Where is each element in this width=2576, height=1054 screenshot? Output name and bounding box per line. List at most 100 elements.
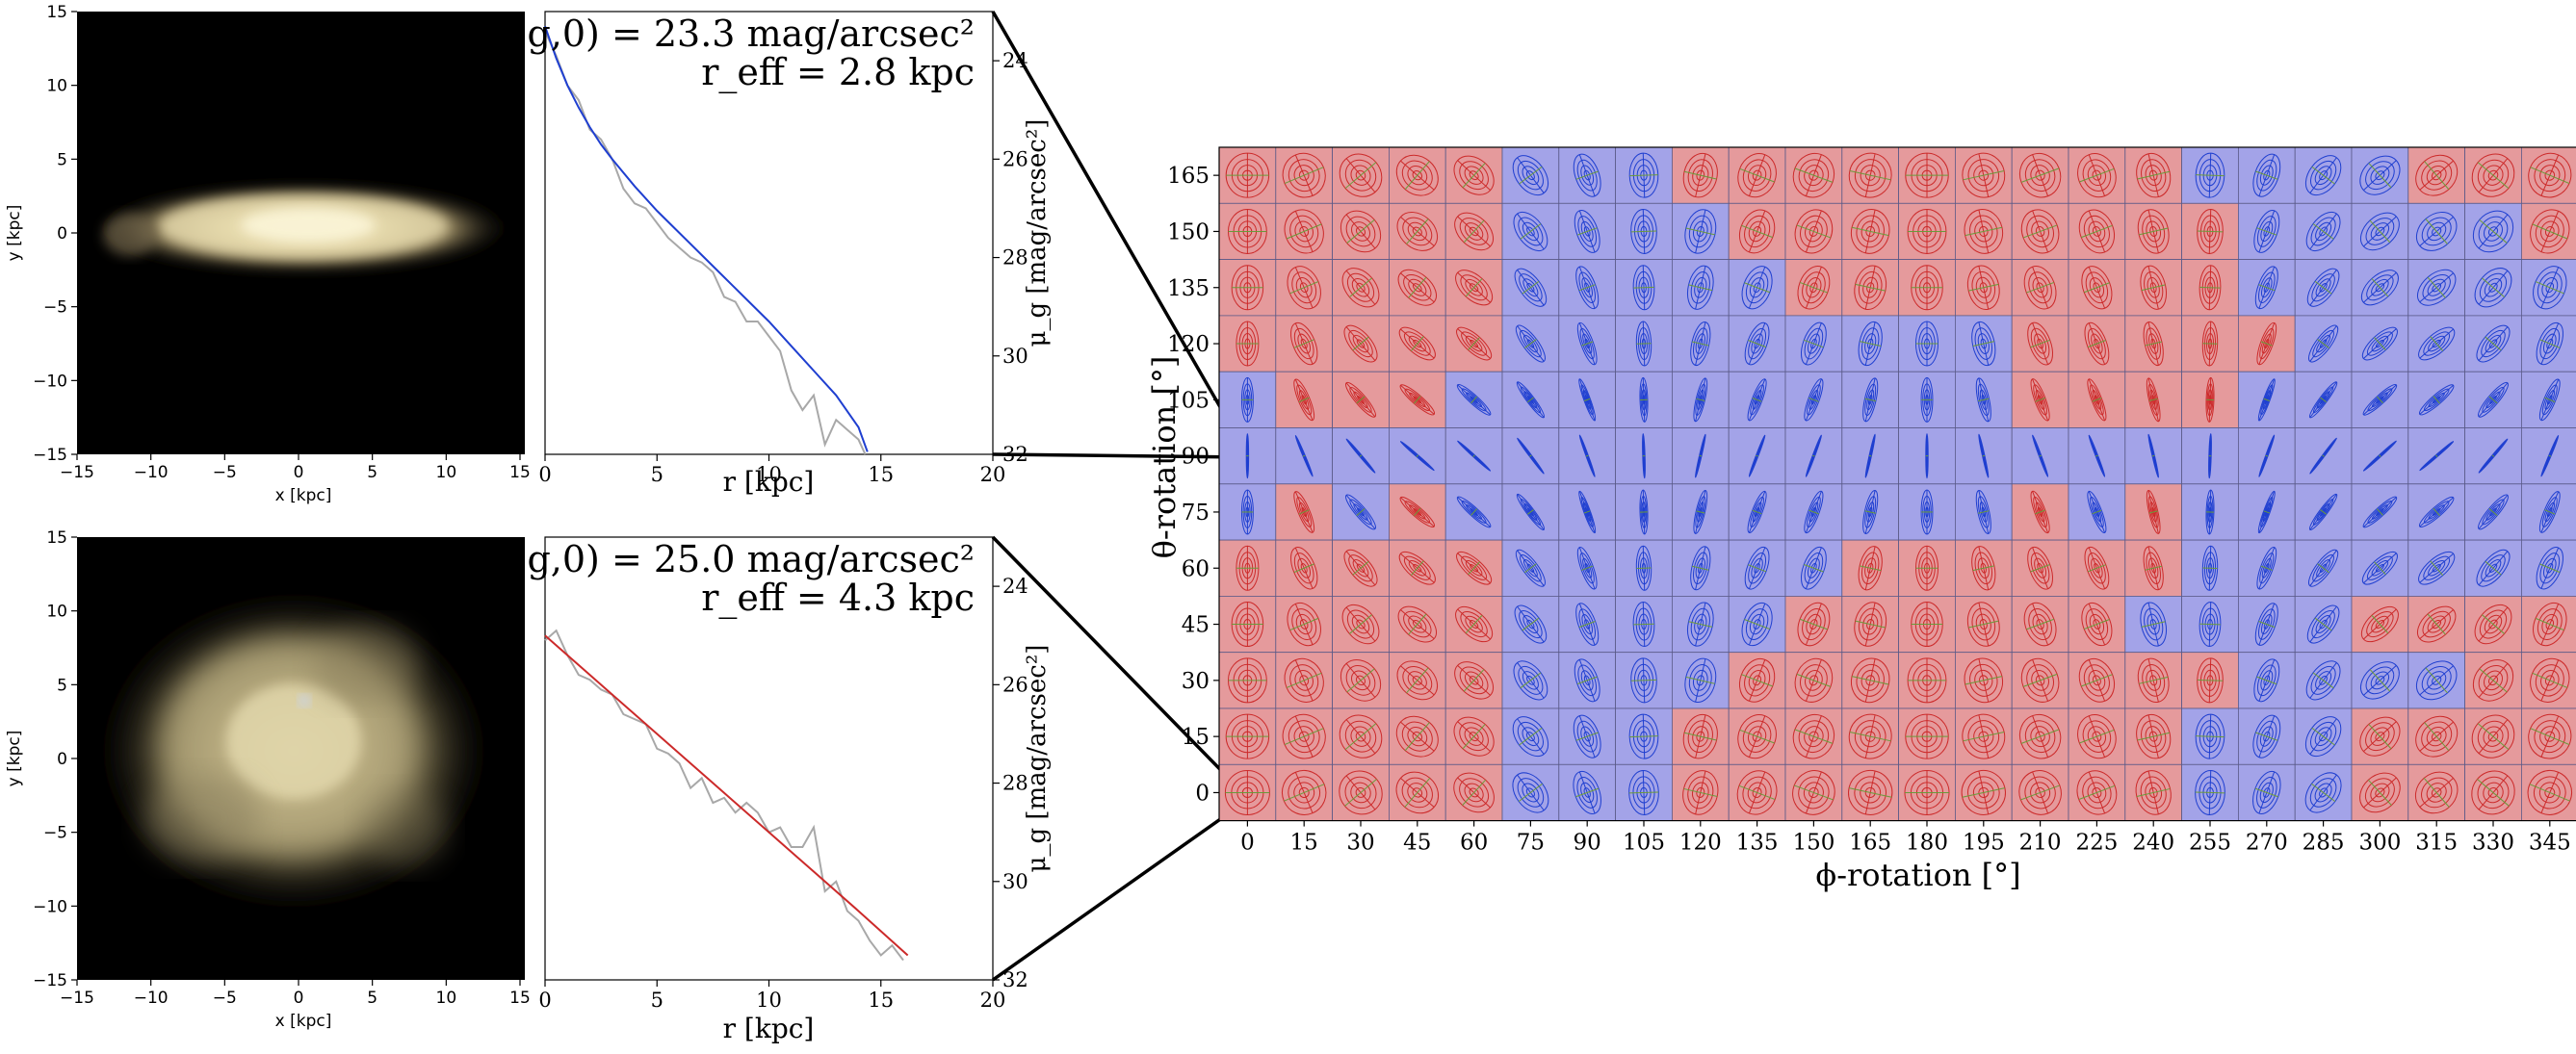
galaxy-bottom-xtick-label: −5 bbox=[213, 989, 237, 1008]
grid-cell bbox=[1955, 540, 2012, 596]
grid-cell bbox=[2012, 372, 2069, 427]
grid-cell bbox=[1331, 145, 1391, 205]
grid-cell bbox=[2182, 764, 2239, 820]
grid-xtick-label: 60 bbox=[1460, 831, 1488, 856]
grid-cell bbox=[2125, 316, 2182, 372]
grid-ytick-label: 90 bbox=[1182, 445, 1210, 470]
grid-cell bbox=[1219, 372, 1276, 427]
grid-cell bbox=[1672, 484, 1729, 540]
galaxy-top-xtick-label: −5 bbox=[213, 463, 237, 482]
grid-cell bbox=[2352, 484, 2408, 540]
profile-top-xtick-label: 5 bbox=[651, 463, 664, 486]
grid-cell bbox=[1785, 540, 1842, 596]
galaxy-bottom-ytick-label: −10 bbox=[33, 897, 67, 916]
grid-cell bbox=[1616, 653, 1673, 708]
grid-cell-minor-axis bbox=[1869, 455, 1871, 456]
grid-ytick-label: 75 bbox=[1182, 501, 1210, 526]
grid-cell bbox=[1559, 203, 1616, 259]
grid-cell-minor-axis bbox=[1633, 624, 1654, 625]
grid-cell bbox=[1616, 316, 1673, 372]
grid-cell bbox=[1616, 708, 1673, 764]
grid-cell bbox=[1389, 260, 1445, 316]
grid-ytick-label: 30 bbox=[1182, 669, 1210, 694]
grid-cell bbox=[1445, 372, 1502, 427]
grid-cell bbox=[2408, 372, 2465, 427]
grid-cell bbox=[2182, 428, 2239, 484]
grid-cell bbox=[1616, 596, 1673, 652]
grid-xtick-label: 165 bbox=[1849, 831, 1891, 856]
grid-cell bbox=[1445, 653, 1502, 708]
grid-cell bbox=[1955, 316, 2012, 372]
galaxy-top-xtick-label: −15 bbox=[60, 463, 94, 482]
grid-cell bbox=[1219, 596, 1276, 652]
grid-cell bbox=[1672, 147, 1729, 203]
grid-cell bbox=[1219, 708, 1276, 764]
grid-cell bbox=[2182, 260, 2239, 316]
grid-cell bbox=[1955, 596, 2012, 652]
grid-ytick-label: 15 bbox=[1182, 725, 1210, 750]
grid-cell bbox=[1502, 260, 1559, 316]
grid-cell bbox=[2238, 372, 2295, 427]
grid-cell bbox=[1785, 708, 1842, 764]
grid-cell bbox=[1842, 764, 1899, 820]
grid-cell bbox=[2069, 428, 2125, 484]
grid-cell bbox=[2352, 428, 2408, 484]
grid-cell bbox=[1955, 764, 2012, 820]
grid-cell bbox=[1333, 540, 1390, 596]
profile-bottom-xlabel: r [kpc] bbox=[723, 1013, 815, 1044]
grid-cell bbox=[1331, 707, 1391, 766]
grid-cell bbox=[2295, 484, 2352, 540]
grid-cell bbox=[1785, 372, 1842, 427]
grid-cell bbox=[2012, 428, 2069, 484]
grid-cell bbox=[1445, 484, 1502, 540]
grid-cell-minor-axis bbox=[2199, 624, 2221, 625]
grid-cell bbox=[1842, 540, 1899, 596]
grid-xtick-label: 195 bbox=[1963, 831, 2005, 856]
grid-cell bbox=[1616, 428, 1673, 484]
grid-cell bbox=[1785, 147, 1842, 203]
grid-cell bbox=[2238, 316, 2295, 372]
grid-cell bbox=[1559, 147, 1616, 203]
galaxy-bottom-xtick-label: −15 bbox=[60, 989, 94, 1008]
grid-cell bbox=[1729, 708, 1785, 764]
grid-cell bbox=[1559, 372, 1616, 427]
grid-cell bbox=[2238, 203, 2295, 259]
grid-cell bbox=[2182, 708, 2239, 764]
grid-cell bbox=[1672, 428, 1729, 484]
grid-cell bbox=[1333, 203, 1390, 260]
profile-bottom-xtick-label: 10 bbox=[756, 989, 782, 1012]
grid-cell bbox=[1899, 372, 1956, 427]
grid-xtick-label: 45 bbox=[1403, 831, 1431, 856]
galaxy-bottom-ytick-label: 0 bbox=[57, 750, 67, 769]
grid-cell bbox=[1955, 708, 2012, 764]
galaxy-bottom-xtick-label: −10 bbox=[134, 989, 169, 1008]
grid-cell bbox=[1276, 260, 1333, 316]
grid-cell bbox=[2521, 653, 2576, 708]
grid-cell bbox=[1219, 540, 1276, 596]
grid-cell bbox=[2069, 596, 2125, 652]
grid-cell bbox=[1502, 540, 1559, 596]
grid-cell bbox=[2295, 203, 2352, 259]
grid-cell bbox=[1389, 484, 1445, 540]
grid-cell bbox=[1502, 596, 1559, 652]
grid-cell bbox=[2182, 372, 2239, 427]
grid-cell bbox=[2295, 653, 2352, 708]
profile-bottom-xtick-label: 15 bbox=[868, 989, 894, 1012]
grid-cell bbox=[2125, 484, 2182, 540]
grid-cell bbox=[2521, 763, 2576, 821]
grid-xtick-label: 345 bbox=[2529, 831, 2571, 856]
grid-cell bbox=[1389, 653, 1445, 708]
galaxy-top-ytick-label: −15 bbox=[33, 446, 67, 465]
grid-cell bbox=[2125, 260, 2182, 316]
grid-cell bbox=[1785, 764, 1842, 820]
grid-cell bbox=[1842, 653, 1899, 708]
grid-cell-minor-axis bbox=[2152, 455, 2154, 456]
grid-cell bbox=[1219, 428, 1276, 484]
grid-cell bbox=[2182, 203, 2239, 259]
grid-cell bbox=[2463, 762, 2524, 823]
profile-top-ylabel: μ_g [mag/arcsec²] bbox=[1023, 119, 1052, 347]
